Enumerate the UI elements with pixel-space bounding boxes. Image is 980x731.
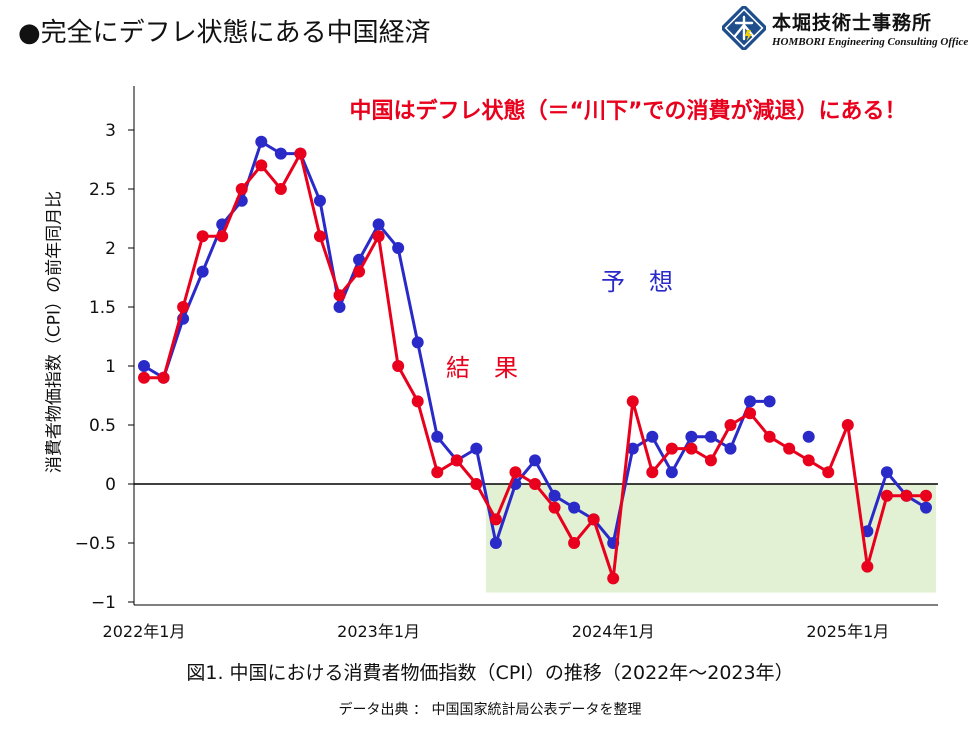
x-tick-label: 2024年1月 bbox=[572, 622, 655, 641]
data-point bbox=[685, 430, 698, 443]
y-tick-label: 1.5 bbox=[89, 298, 116, 318]
data-point bbox=[607, 572, 620, 585]
data-point bbox=[196, 230, 209, 243]
data-point bbox=[548, 501, 561, 514]
data-point bbox=[411, 395, 424, 408]
y-tick-label: 0.5 bbox=[89, 416, 116, 436]
data-point bbox=[880, 489, 893, 502]
figure-caption: 図1. 中国における消費者物価指数（CPI）の推移（2022年～2023年） bbox=[186, 662, 794, 684]
data-point bbox=[353, 253, 366, 266]
data-point bbox=[529, 454, 541, 467]
data-point bbox=[450, 454, 463, 467]
page-title: ●完全にデフレ状態にある中国経済 bbox=[18, 18, 431, 48]
data-point bbox=[880, 466, 893, 479]
data-point bbox=[294, 147, 307, 160]
data-point bbox=[704, 430, 717, 443]
y-tick-label: 2 bbox=[105, 239, 116, 259]
data-point bbox=[509, 466, 522, 479]
data-point bbox=[372, 218, 385, 231]
data-point bbox=[431, 430, 444, 443]
logo-subtitle: HOMBORI Engineering Consulting Office bbox=[772, 36, 969, 48]
data-point bbox=[255, 159, 268, 172]
data-point bbox=[646, 430, 659, 443]
logo-name: 本堀技術士事務所 bbox=[772, 12, 933, 34]
actual-series bbox=[138, 147, 932, 585]
data-point bbox=[411, 336, 424, 349]
actual-series-label: 結 果 bbox=[446, 354, 518, 382]
deflation-region bbox=[485, 484, 936, 593]
data-point bbox=[235, 183, 248, 195]
data-point bbox=[138, 371, 150, 384]
x-tick-label: 2023年1月 bbox=[337, 622, 420, 641]
data-point bbox=[392, 242, 405, 254]
y-tick-label: −0.5 bbox=[75, 534, 116, 554]
data-point bbox=[724, 442, 737, 455]
data-point bbox=[431, 466, 444, 479]
data-point bbox=[665, 442, 678, 455]
y-axis-label: 消費者物価指数（CPI）の前年同月比 bbox=[44, 190, 65, 474]
data-point bbox=[196, 265, 209, 278]
data-point bbox=[274, 147, 287, 160]
data-point bbox=[470, 442, 483, 455]
data-point bbox=[470, 478, 483, 490]
series-line bbox=[865, 470, 927, 532]
company-logo: 本堀技術士事務所 HOMBORI Engineering Consulting … bbox=[722, 6, 974, 56]
data-point bbox=[783, 442, 796, 455]
data-point bbox=[646, 466, 659, 479]
data-point bbox=[157, 371, 170, 384]
data-point bbox=[568, 501, 581, 514]
data-point bbox=[685, 442, 698, 455]
x-tick-label: 2022年1月 bbox=[103, 622, 186, 641]
data-point bbox=[313, 194, 326, 207]
data-point bbox=[802, 454, 815, 467]
y-tick-label: 3 bbox=[105, 121, 116, 141]
data-point bbox=[920, 489, 932, 502]
data-point bbox=[333, 289, 346, 302]
data-point bbox=[626, 395, 639, 408]
data-point bbox=[626, 442, 639, 455]
data-point bbox=[372, 230, 385, 243]
y-tick-label: −1 bbox=[91, 593, 116, 613]
data-point bbox=[353, 265, 366, 278]
data-point bbox=[802, 430, 815, 443]
data-point bbox=[920, 501, 932, 514]
data-point bbox=[665, 466, 678, 479]
data-point bbox=[704, 454, 717, 467]
data-point bbox=[333, 301, 346, 313]
data-point bbox=[177, 301, 190, 313]
data-point bbox=[274, 183, 287, 195]
data-point bbox=[489, 537, 502, 549]
data-point bbox=[489, 513, 502, 526]
forecast-series-label: 予 想 bbox=[601, 268, 673, 296]
data-point bbox=[744, 395, 757, 408]
y-tick-label: 1 bbox=[105, 357, 116, 377]
y-tick-label: 2.5 bbox=[89, 180, 116, 200]
data-point bbox=[255, 135, 268, 148]
data-point bbox=[313, 230, 326, 243]
data-point bbox=[529, 478, 541, 490]
data-point bbox=[763, 395, 776, 408]
data-point bbox=[861, 560, 874, 573]
data-point bbox=[900, 489, 913, 502]
data-point bbox=[763, 430, 776, 443]
data-point bbox=[841, 419, 854, 431]
data-point bbox=[548, 489, 561, 502]
data-point bbox=[392, 360, 405, 372]
data-point bbox=[216, 230, 229, 243]
kanji-logo-icon bbox=[722, 6, 766, 50]
data-source-note: データ出典 ： 中国国家統計局公表データを整理 bbox=[338, 702, 642, 718]
data-point bbox=[587, 513, 600, 526]
data-point bbox=[724, 419, 737, 431]
data-point bbox=[744, 407, 757, 420]
y-tick-label: 0 bbox=[105, 475, 116, 495]
data-point bbox=[138, 360, 150, 372]
x-tick-label: 2025年1月 bbox=[806, 622, 889, 641]
data-point bbox=[822, 466, 835, 479]
data-point bbox=[568, 537, 581, 549]
deflation-annotation: 中国はデフレ状態（＝“川下”での消費が減退）にある！ bbox=[350, 98, 907, 124]
